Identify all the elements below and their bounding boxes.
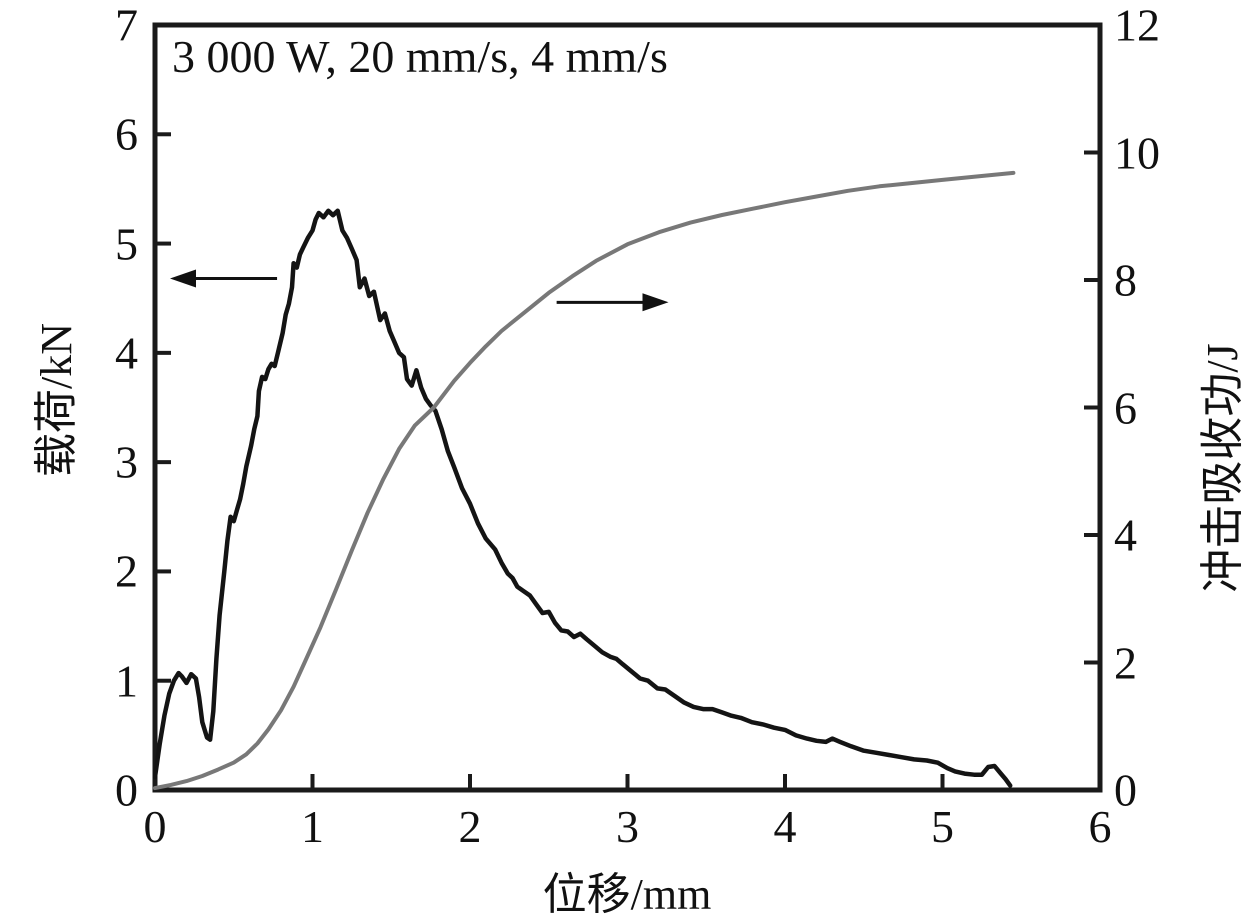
absorbed-energy-curve [153,170,1016,791]
plot-frame [152,22,1103,793]
x-axis-title: 位移/mm [542,870,712,919]
load-curve-arrow-head [170,269,196,288]
y-right-axis-title: 冲击吸收功/J [1198,343,1247,593]
energy-curve-arrow-head [642,293,669,312]
y-left-axis-title: 载荷/kN [32,323,81,477]
load-curve [152,208,1013,788]
annotation-label: 3 000 W, 20 mm/s, 4 mm/s [172,31,668,82]
